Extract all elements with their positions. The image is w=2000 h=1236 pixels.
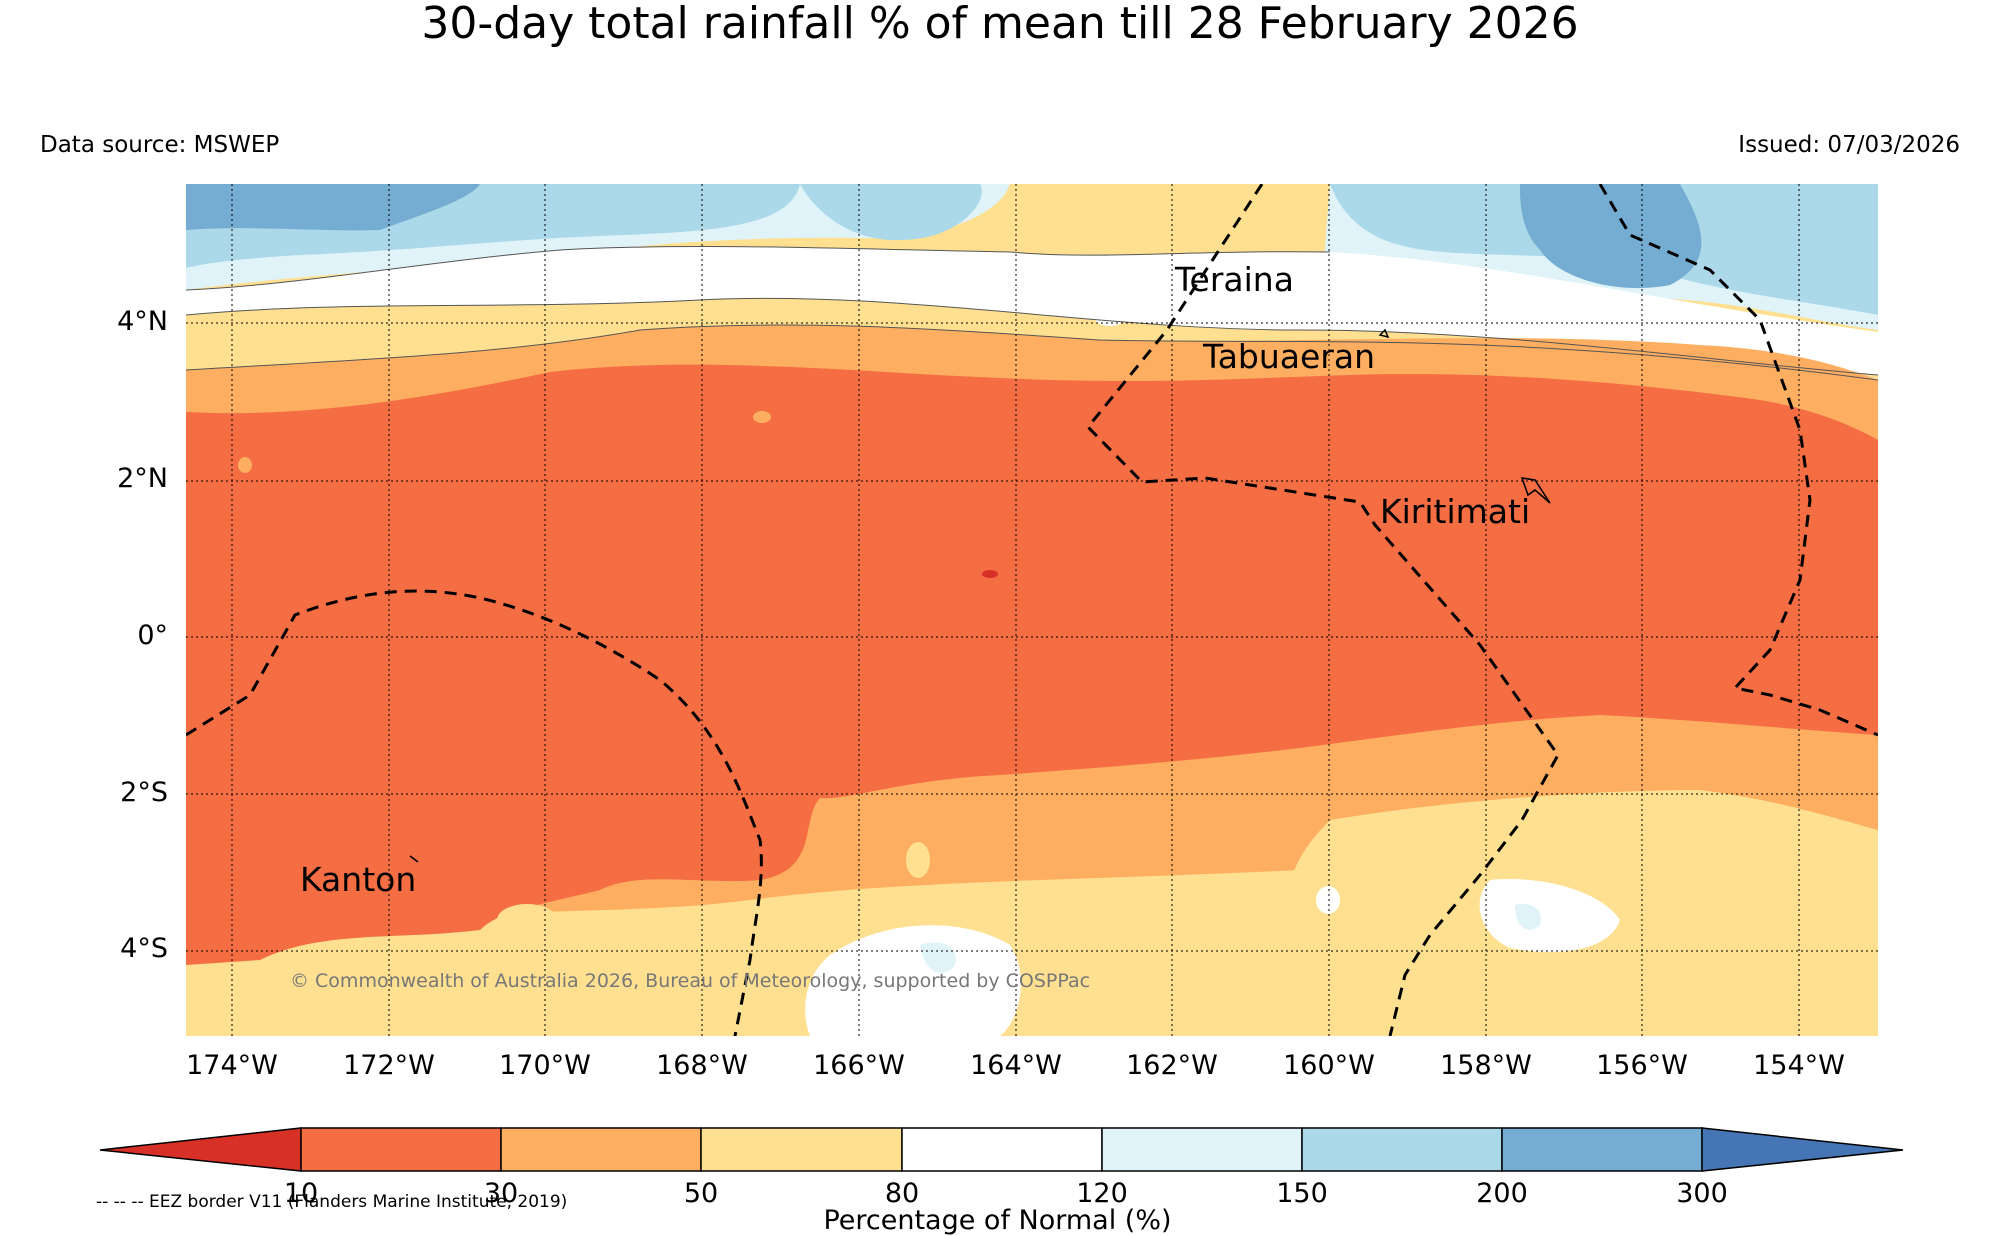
lon-label-160w: 160°W: [1283, 1050, 1375, 1081]
eez-border-note: -- -- -- EEZ border V11 (Flanders Marine…: [96, 1192, 568, 1212]
colorbar-80-120: [901, 1127, 1103, 1172]
colorbar-150-200: [1301, 1127, 1503, 1172]
band-50-80-south: [1288, 790, 1878, 986]
place-label-kanton: Kanton: [300, 860, 417, 899]
colorbar-high-extend: [1701, 1127, 1904, 1172]
rainfall-field: [186, 184, 1878, 1036]
data-source-label: Data source: MSWEP: [40, 132, 280, 158]
lon-label-164w: 164°W: [970, 1050, 1062, 1081]
issued-date-label: Issued: 07/03/2026: [1738, 132, 1960, 158]
lat-label-4n: 4°N: [117, 306, 168, 337]
lon-label-162w: 162°W: [1126, 1050, 1218, 1081]
white-patch-south: [805, 925, 1021, 1036]
lon-label-158w: 158°W: [1440, 1050, 1532, 1081]
colorbar-tick-120: 120: [1076, 1178, 1128, 1209]
island-outlines: [409, 328, 1551, 863]
place-label-tabuaeran: Tabuaeran: [1203, 337, 1376, 376]
lon-label-154w: 154°W: [1753, 1050, 1845, 1081]
colorbar-low-extend: [99, 1127, 302, 1172]
lat-label-0: 0°: [137, 620, 168, 651]
colorbar-tick-300: 300: [1676, 1178, 1728, 1209]
lat-label-4s: 4°S: [120, 933, 168, 964]
lon-label-172w: 172°W: [343, 1050, 435, 1081]
graticule: [186, 184, 1878, 1036]
lon-label-156w: 156°W: [1596, 1050, 1688, 1081]
colorbar-tick-50: 50: [683, 1178, 719, 1209]
place-label-teraina: Teraina: [1175, 260, 1294, 299]
lon-label-174w: 174°W: [186, 1050, 278, 1081]
colorbar-50-80: [700, 1127, 903, 1172]
colorbar-title: Percentage of Normal (%): [823, 1205, 1172, 1236]
colorbar-10-30: [300, 1127, 502, 1172]
lon-label-168w: 168°W: [656, 1050, 748, 1081]
map-title: 30-day total rainfall % of mean till 28 …: [421, 0, 1579, 49]
colorbar: [99, 1127, 1904, 1172]
lat-label-2s: 2°S: [120, 777, 168, 808]
band-10-30: [186, 364, 1878, 965]
colorbar-200-300: [1501, 1127, 1703, 1172]
colorbar-30-50: [500, 1127, 702, 1172]
lat-label-2n: 2°N: [117, 463, 168, 494]
place-label-kiritimati: Kiritimati: [1380, 492, 1531, 531]
lon-label-170w: 170°W: [499, 1050, 591, 1081]
colorbar-tick-200: 200: [1476, 1178, 1528, 1209]
colorbar-tick-10: 10: [283, 1178, 319, 1209]
colorbar-tick-30: 30: [483, 1178, 519, 1209]
copyright-notice: © Commonwealth of Australia 2026, Bureau…: [290, 970, 1091, 992]
white-band-80-120: [186, 246, 1878, 375]
colorbar-120-150: [1101, 1127, 1303, 1172]
lon-label-166w: 166°W: [813, 1050, 905, 1081]
colorbar-tick-80: 80: [884, 1178, 920, 1209]
colorbar-tick-150: 150: [1276, 1178, 1328, 1209]
eez-borders: [186, 184, 1878, 1036]
